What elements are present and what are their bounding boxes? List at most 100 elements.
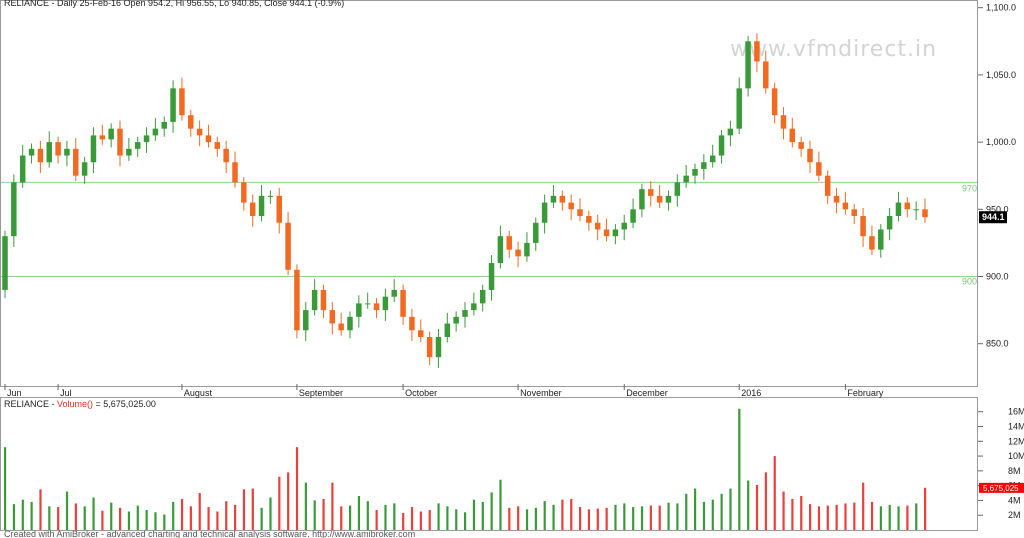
candle-down	[409, 317, 414, 330]
candle-down	[188, 115, 193, 128]
volume-bar	[729, 489, 731, 530]
volume-bar	[756, 485, 758, 530]
candle-up	[551, 196, 556, 203]
volume-bar	[92, 497, 94, 530]
candle-down	[294, 270, 299, 330]
candle-down	[577, 209, 582, 216]
candle-down	[851, 209, 856, 216]
candle-up	[887, 216, 892, 229]
volume-bar	[128, 512, 130, 530]
volume-tick-label: 12M	[1008, 436, 1024, 446]
price-y-axis: 1,100.01,050.01,000.0950.0900.0850.0944.…	[978, 3, 1016, 349]
volume-bar	[464, 512, 466, 530]
candle-up	[436, 337, 441, 357]
price-tick-label: 1,100.0	[986, 3, 1016, 13]
candle-down	[834, 196, 839, 203]
volume-bar	[429, 510, 431, 530]
volume-bar	[314, 500, 316, 530]
volume-header: RELIANCE - Volume() = 5,675,025.00	[4, 399, 156, 409]
candle-up	[383, 297, 388, 310]
volume-bar	[623, 503, 625, 530]
volume-bar	[906, 506, 908, 530]
volume-header-label: Volume()	[57, 399, 93, 409]
volume-bar	[13, 504, 15, 530]
candle-up	[621, 223, 626, 230]
candle-up	[675, 182, 680, 195]
candle-up	[480, 290, 485, 303]
candle-up	[630, 209, 635, 222]
reference-line-label: 900	[962, 277, 977, 287]
volume-bar	[526, 509, 528, 530]
volume-bar	[172, 502, 174, 530]
volume-bar	[685, 494, 687, 530]
candle-up	[126, 149, 131, 156]
volume-bar	[552, 505, 554, 530]
candle-up	[524, 243, 529, 256]
candle-down	[905, 203, 910, 210]
volume-bar	[358, 496, 360, 530]
candle-down	[338, 324, 343, 331]
volume-bar	[721, 494, 723, 530]
last-price-label: 944.1	[982, 212, 1005, 222]
candle-down	[816, 162, 821, 175]
volume-bar	[517, 506, 519, 530]
candle-up	[896, 203, 901, 216]
candle-down	[73, 149, 78, 176]
volume-bar	[544, 501, 546, 530]
volume-bar	[234, 505, 236, 530]
candle-up	[719, 135, 724, 155]
candle-up	[259, 196, 264, 216]
date-tick-label: September	[299, 388, 343, 398]
candle-down	[241, 182, 246, 202]
candle-down	[772, 88, 777, 115]
volume-bar	[446, 506, 448, 530]
volume-bar	[597, 509, 599, 530]
candle-up	[489, 263, 494, 290]
footer-credit: Created with AmiBroker - advanced charti…	[4, 529, 415, 538]
candle-up	[135, 142, 140, 149]
volume-bar	[703, 502, 705, 530]
volume-bar	[897, 506, 899, 530]
candle-up	[745, 41, 750, 88]
volume-bar	[4, 447, 6, 530]
volume-bar	[827, 506, 829, 530]
candle-down	[250, 203, 255, 216]
candle-up	[11, 182, 16, 236]
volume-bar	[163, 514, 165, 530]
volume-bar	[782, 492, 784, 530]
candle-down	[754, 41, 759, 61]
volume-bar	[809, 504, 811, 530]
candle-up	[46, 142, 51, 162]
volume-bar	[836, 505, 838, 530]
candle-up	[268, 196, 273, 197]
candle-up	[498, 236, 503, 263]
candle-up	[471, 303, 476, 310]
candle-up	[391, 290, 396, 297]
candle-down	[657, 196, 662, 203]
volume-bar	[588, 509, 590, 530]
candle-up	[445, 324, 450, 337]
candle-up	[29, 149, 34, 156]
candle-down	[604, 229, 609, 236]
volume-bar	[667, 503, 669, 530]
candle-up	[462, 310, 467, 317]
candle-down	[400, 290, 405, 317]
candle-up	[701, 162, 706, 169]
volume-bar	[296, 447, 298, 530]
volume-bar	[207, 507, 209, 530]
candle-down	[843, 203, 848, 210]
volume-tick-label: 16M	[1008, 407, 1024, 417]
volume-tick-label: 4M	[1008, 495, 1021, 505]
volume-bar	[659, 506, 661, 530]
candle-up	[683, 176, 688, 183]
date-tick-label: February	[847, 388, 884, 398]
candle-down	[100, 135, 105, 139]
volume-bar	[154, 512, 156, 530]
volume-tick-label: 8M	[1008, 466, 1021, 476]
price-tick-label: 900.0	[986, 272, 1009, 282]
price-tick-label: 850.0	[986, 339, 1009, 349]
volume-bar	[632, 507, 634, 530]
candle-down	[869, 236, 874, 249]
candle-up	[153, 129, 158, 136]
date-tick-label: October	[405, 388, 437, 398]
